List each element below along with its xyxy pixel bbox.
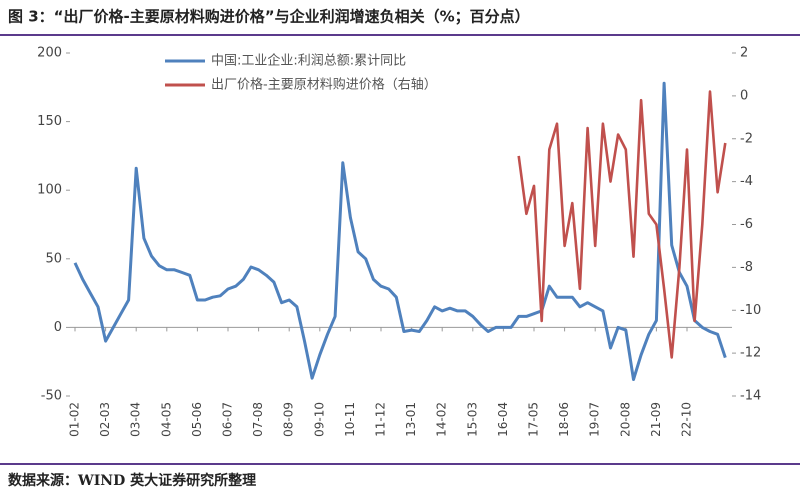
y-tick-label: 50 xyxy=(45,251,62,266)
y2-tick-label: -10 xyxy=(740,303,761,318)
x-tick-label: 13-01 xyxy=(404,402,418,437)
x-tick-label: 16-04 xyxy=(496,402,510,437)
y-tick-label: 0 xyxy=(54,320,62,335)
x-tick-label: 01-02 xyxy=(68,402,82,437)
x-tick-label: 07-08 xyxy=(251,402,265,437)
y2-tick-label: 0 xyxy=(740,88,748,103)
legend-label: 中国:工业企业:利润总额:累计同比 xyxy=(211,53,406,69)
y2-tick-label: 2 xyxy=(740,46,748,61)
x-tick-label: 11-12 xyxy=(374,402,388,437)
x-tick-label: 06-07 xyxy=(221,402,235,437)
x-tick-label: 20-08 xyxy=(618,402,632,437)
series-line xyxy=(517,90,727,359)
x-tick-label: 10-11 xyxy=(343,402,357,437)
y-tick-label: 150 xyxy=(37,114,62,129)
x-tick-label: 09-10 xyxy=(312,402,326,437)
y-tick-label: -50 xyxy=(41,389,62,404)
x-tick-label: 03-04 xyxy=(129,402,143,437)
chart-title: 图 3：“出厂价格-主要原材料购进价格”与企业利润增速负相关（%；百分点） xyxy=(8,8,530,26)
y2-tick-label: -6 xyxy=(740,217,753,232)
x-tick-label: 02-03 xyxy=(98,402,112,437)
y-tick-label: 100 xyxy=(37,183,62,198)
x-tick-label: 14-02 xyxy=(435,402,449,437)
y2-tick-label: -4 xyxy=(740,174,753,189)
y-tick-label: 200 xyxy=(37,46,62,61)
x-tick-label: 08-09 xyxy=(282,402,296,437)
x-tick-label: 19-07 xyxy=(588,402,602,437)
y2-tick-label: -2 xyxy=(740,131,753,146)
y2-tick-label: -12 xyxy=(740,346,761,361)
x-tick-label: 21-09 xyxy=(649,402,663,437)
x-tick-label: 05-06 xyxy=(190,402,204,437)
x-tick-label: 17-05 xyxy=(527,402,541,437)
x-tick-label: 15-03 xyxy=(465,402,479,437)
source-note: 数据来源：WIND 英大证券研究所整理 xyxy=(8,472,256,489)
y2-tick-label: -14 xyxy=(740,389,761,404)
x-tick-label: 18-06 xyxy=(557,402,571,437)
series-line xyxy=(73,81,727,381)
x-tick-label: 22-10 xyxy=(680,402,694,437)
y2-tick-label: -8 xyxy=(740,260,753,275)
legend-label: 出厂价格-主要原材料购进价格（右轴） xyxy=(211,77,437,93)
x-tick-label: 04-05 xyxy=(159,402,173,437)
